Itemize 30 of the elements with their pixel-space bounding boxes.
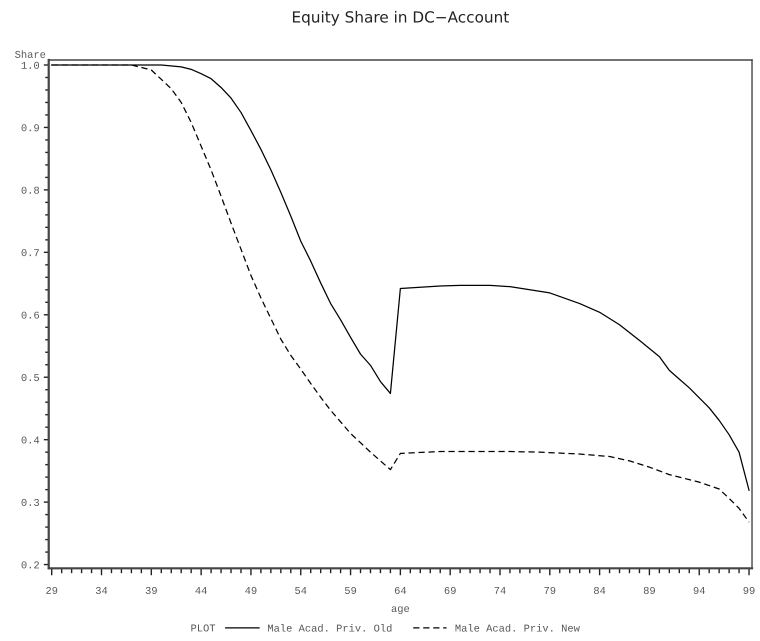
y-tick-label: 0.5 xyxy=(22,374,40,382)
y-axis-title: Share xyxy=(15,50,46,58)
legend-label: Male Acad. Priv. New xyxy=(456,624,580,632)
chart-title: Equity Share in DC−Account xyxy=(292,10,509,26)
x-tick-label: 44 xyxy=(195,587,207,594)
x-tick-label: 64 xyxy=(394,586,406,594)
x-tick-label: 69 xyxy=(444,586,456,594)
legend-label: Male Acad. Priv. Old xyxy=(268,624,392,632)
x-tick-label: 89 xyxy=(644,586,655,594)
x-tick-label: 39 xyxy=(146,586,157,594)
y-tick-label: 0.4 xyxy=(22,436,40,444)
x-tick-label: 29 xyxy=(46,586,58,594)
y-tick-label: 0.9 xyxy=(22,124,39,132)
y-tick-label: 0.3 xyxy=(22,498,40,506)
x-tick-label: 94 xyxy=(694,586,705,594)
x-axis-title: age xyxy=(392,606,410,614)
y-tick-label: 1.0 xyxy=(22,62,40,69)
legend-title: PLOT xyxy=(191,624,216,632)
x-tick-label: 79 xyxy=(544,586,556,594)
y-tick-label: 0.7 xyxy=(22,249,39,256)
y-tick-label: 0.2 xyxy=(22,561,39,568)
x-tick-label: 74 xyxy=(494,587,506,594)
x-tick-label: 54 xyxy=(295,587,306,594)
x-tick-label: 59 xyxy=(344,586,356,594)
x-tick-label: 99 xyxy=(744,586,755,594)
x-tick-label: 84 xyxy=(594,586,606,594)
y-tick-label: 0.6 xyxy=(22,312,40,319)
x-tick-label: 34 xyxy=(96,586,108,594)
x-tick-label: 49 xyxy=(245,586,256,594)
y-tick-label: 0.8 xyxy=(22,186,39,194)
